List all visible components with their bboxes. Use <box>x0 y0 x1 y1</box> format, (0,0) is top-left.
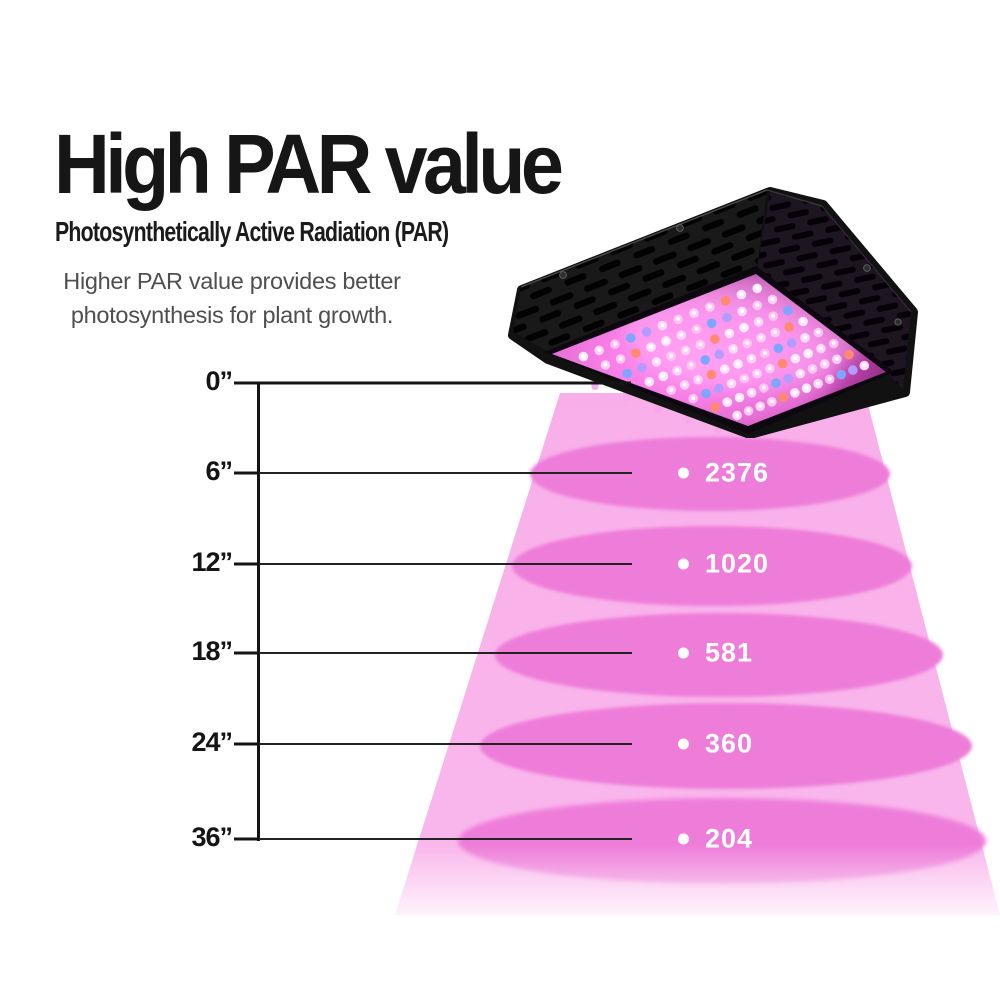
ruler-line-18in <box>259 652 632 654</box>
par-value-row-6in: 2376 <box>678 458 769 489</box>
light-pool-ellipse-36in <box>458 798 986 884</box>
ruler-line-0in <box>259 381 631 385</box>
tick-label-0in: 0” <box>205 365 233 396</box>
par-value: 360 <box>705 728 754 759</box>
par-value: 2376 <box>705 457 770 488</box>
grow-light-image <box>508 187 918 438</box>
description-line-2: photosynthesis for plant growth. <box>70 302 394 328</box>
description-line-1: Higher PAR value provides better <box>63 268 401 294</box>
tick-mark <box>234 562 259 566</box>
led-panel <box>544 266 894 434</box>
description: Higher PAR value provides better photosy… <box>36 264 428 332</box>
tick-label-18in: 18” <box>191 635 233 666</box>
bullet-icon <box>678 558 689 570</box>
tick-label-36in: 36” <box>191 821 233 852</box>
bullet-icon <box>678 738 689 750</box>
tick-mark <box>234 651 259 655</box>
ruler-line-24in <box>259 743 632 745</box>
par-value: 581 <box>705 637 754 668</box>
subtitle: Photosynthetically Active Radiation (PAR… <box>55 216 449 247</box>
light-pool-ellipse-12in <box>512 526 912 606</box>
ruler-line-36in <box>259 838 632 840</box>
page-title: High PAR value <box>54 117 564 211</box>
par-value: 204 <box>705 823 754 854</box>
ruler-line-12in <box>259 563 632 565</box>
bullet-icon <box>678 833 689 845</box>
light-pool-ellipse-24in <box>480 703 972 789</box>
par-value-row-12in: 1020 <box>678 549 769 580</box>
par-value-row-18in: 581 <box>678 638 753 669</box>
bullet-icon <box>678 467 689 479</box>
tick-mark <box>234 471 259 475</box>
light-pool-ellipse-6in <box>530 437 890 511</box>
bullet-icon <box>678 647 689 659</box>
tick-mark <box>234 742 259 746</box>
ruler-line-6in <box>259 472 632 474</box>
led-grid <box>578 283 870 421</box>
tick-label-6in: 6” <box>205 455 233 486</box>
tick-label-24in: 24” <box>191 726 233 757</box>
light-pool-ellipse-18in <box>495 613 943 697</box>
tick-label-12in: 12” <box>191 546 233 577</box>
tick-mark <box>234 837 259 841</box>
par-value-row-24in: 360 <box>678 729 753 760</box>
screw-icons <box>559 224 902 326</box>
tick-mark <box>234 381 259 385</box>
ruler-axis <box>257 382 260 841</box>
par-value-row-36in: 204 <box>678 824 753 855</box>
par-value: 1020 <box>705 548 770 579</box>
